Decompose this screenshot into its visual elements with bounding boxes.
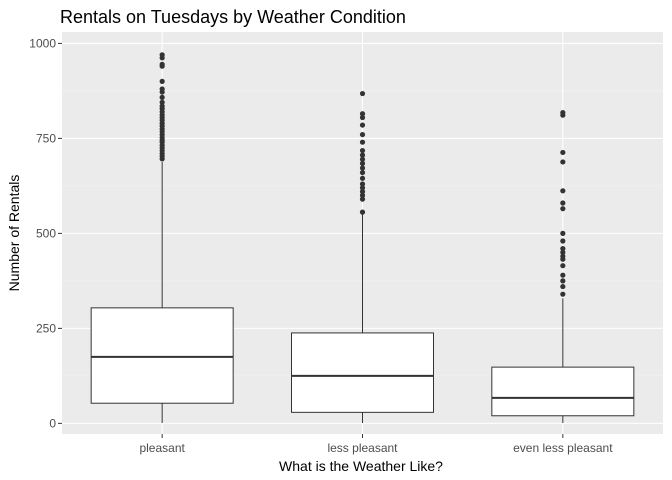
box-pleasant (90, 52, 234, 423)
y-tick-label: 250 (36, 321, 56, 335)
outlier-point (359, 160, 366, 167)
y-tick-label: 500 (36, 226, 56, 240)
outlier-point (560, 278, 566, 284)
x-tick-label: pleasant (139, 441, 185, 455)
x-axis-title: What is the Weather Like? (279, 458, 443, 474)
y-axis-title: Number of Rentals (6, 175, 22, 292)
outlier-point (359, 165, 366, 171)
outlier-point (159, 61, 165, 67)
outlier-point (560, 230, 566, 236)
outlier-point (359, 209, 366, 215)
x-axis: pleasant less pleasant even less pleasant (139, 434, 613, 455)
chart-title: Rentals on Tuesdays by Weather Condition (60, 7, 406, 27)
y-tick-label: 0 (49, 416, 56, 430)
outlier-point (359, 169, 366, 176)
y-axis: 0 250 500 750 1000 (29, 36, 62, 430)
outlier-point (159, 94, 165, 100)
outlier-point (359, 90, 366, 97)
outlier-point (560, 283, 566, 290)
outlier-point (159, 99, 165, 105)
outlier-point (560, 206, 566, 212)
box-even-less-pleasant (491, 109, 635, 423)
box-iqr (491, 366, 635, 417)
y-tick-label: 750 (36, 131, 56, 145)
outlier-point (359, 122, 366, 128)
box-iqr (90, 307, 234, 404)
outlier-point (560, 109, 566, 116)
outlier-point (560, 188, 566, 194)
outlier-point (560, 249, 566, 255)
outlier-point (359, 152, 366, 158)
outlier-point (359, 185, 366, 191)
outlier-point (560, 159, 566, 165)
outlier-point (159, 103, 165, 109)
outlier-point (560, 149, 566, 156)
y-tick-label: 1000 (29, 36, 56, 50)
outlier-point (359, 114, 366, 121)
outlier-point (359, 188, 366, 195)
outlier-point (159, 52, 165, 58)
x-tick-label: less pleasant (327, 441, 398, 455)
outlier-point (560, 245, 566, 252)
outlier-point (359, 196, 366, 202)
outlier-point (359, 147, 366, 154)
box-iqr (291, 332, 434, 413)
outlier-point (359, 181, 366, 187)
outlier-point (560, 291, 566, 297)
boxes (90, 52, 635, 423)
outlier-point (560, 253, 566, 259)
outlier-point (359, 131, 366, 138)
outlier-point (560, 238, 566, 244)
x-tick-label: even less pleasant (513, 441, 613, 455)
outlier-point (159, 78, 165, 84)
outlier-point (159, 86, 165, 92)
outlier-point (359, 156, 366, 162)
outlier-point (359, 139, 366, 145)
outlier-point (359, 175, 366, 181)
outlier-point (560, 200, 566, 206)
box-less-pleasant (291, 90, 434, 423)
outlier-point (560, 263, 566, 269)
outlier-point (359, 192, 366, 198)
outlier-point (560, 272, 566, 278)
outlier-point (359, 111, 366, 117)
